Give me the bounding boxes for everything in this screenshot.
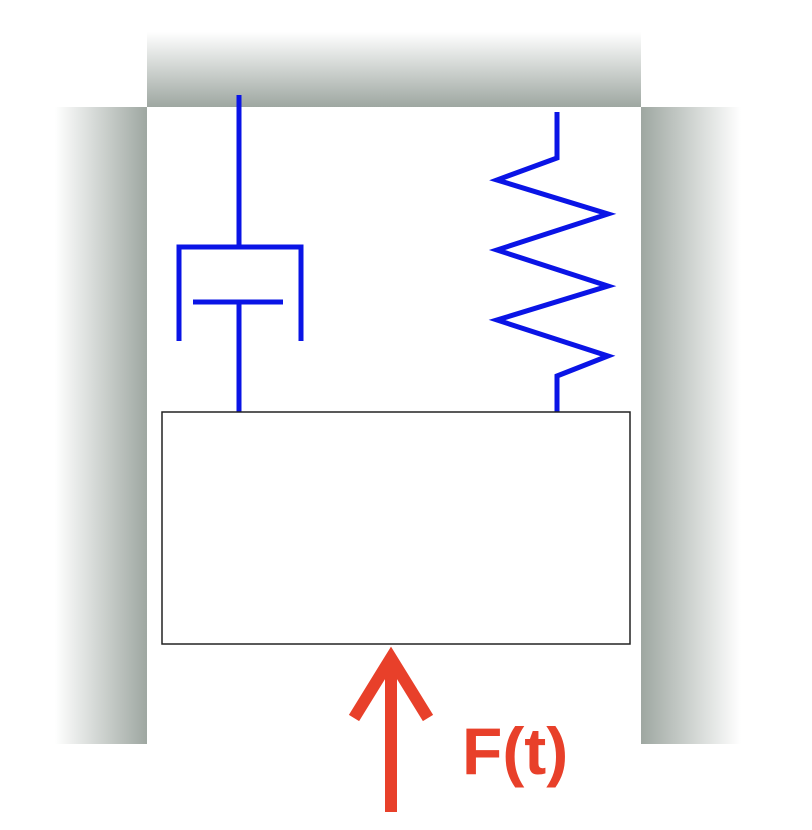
ceiling [147, 32, 641, 107]
mass-block [161, 411, 631, 645]
damper [176, 95, 304, 412]
force-arrow [348, 646, 434, 812]
force-label: F(t) [462, 714, 569, 788]
spring-coil [488, 112, 617, 412]
force-arrow-head [348, 646, 434, 722]
damper-cylinder [176, 244, 304, 341]
right-wall [641, 107, 741, 744]
spring [488, 112, 617, 412]
left-wall [55, 107, 147, 744]
